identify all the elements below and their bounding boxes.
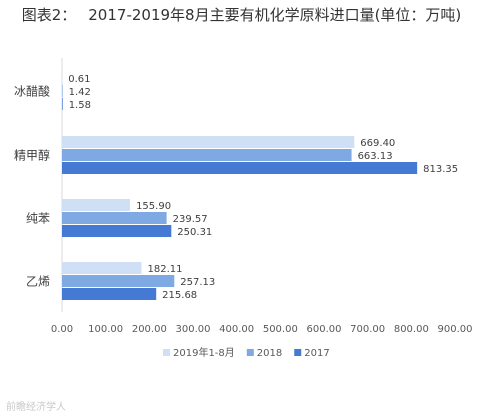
x-tick-label: 200.00	[132, 324, 167, 335]
legend-swatch	[294, 349, 302, 356]
bar	[62, 262, 142, 274]
x-tick-label: 900.00	[438, 324, 473, 335]
chart-title-text: 2017-2019年8月主要有机化学原料进口量(单位：万吨)	[88, 6, 462, 24]
x-tick-label: 500.00	[263, 324, 298, 335]
data-label: 813.35	[423, 164, 458, 175]
data-label: 0.61	[68, 74, 90, 85]
chart-title: 图表2： 2017-2019年8月主要有机化学原料进口量(单位：万吨)	[0, 6, 483, 25]
category-label: 乙烯	[26, 275, 50, 289]
bar	[62, 149, 352, 161]
bar	[62, 275, 175, 287]
watermark: 前瞻经济学人	[6, 402, 66, 413]
x-tick-label: 700.00	[350, 324, 385, 335]
x-tick-label: 100.00	[88, 324, 123, 335]
data-label: 239.57	[173, 214, 208, 225]
category-label: 纯苯	[26, 212, 50, 226]
legend-swatch	[163, 349, 170, 356]
bar	[62, 85, 63, 97]
category-label: 冰醋酸	[14, 84, 50, 99]
data-label: 155.90	[136, 201, 171, 212]
data-label: 257.13	[180, 277, 215, 288]
data-label: 1.58	[69, 100, 91, 111]
legend-label: 2017	[304, 348, 329, 359]
legend-label: 2018	[257, 348, 282, 359]
data-label: 1.42	[69, 87, 91, 98]
x-tick-label: 400.00	[219, 324, 254, 335]
x-tick-label: 0.00	[51, 324, 73, 335]
legend-label: 2019年1-8月	[173, 346, 235, 359]
bar	[62, 212, 167, 224]
data-label: 250.31	[177, 227, 212, 238]
bar	[62, 162, 418, 174]
category-label: 精甲醇	[14, 148, 50, 163]
data-label: 215.68	[162, 290, 197, 301]
chart-title-prefix: 图表2：	[21, 6, 77, 24]
bar	[62, 225, 172, 237]
bar	[62, 98, 63, 110]
bar	[62, 136, 355, 148]
data-label: 669.40	[360, 138, 395, 149]
x-tick-label: 300.00	[176, 324, 211, 335]
x-tick-label: 800.00	[394, 324, 429, 335]
data-label: 182.11	[148, 264, 183, 275]
data-label: 663.13	[358, 151, 393, 162]
bar	[62, 288, 157, 300]
legend-swatch	[246, 349, 254, 356]
x-tick-label: 600.00	[307, 324, 342, 335]
bar	[62, 199, 131, 211]
